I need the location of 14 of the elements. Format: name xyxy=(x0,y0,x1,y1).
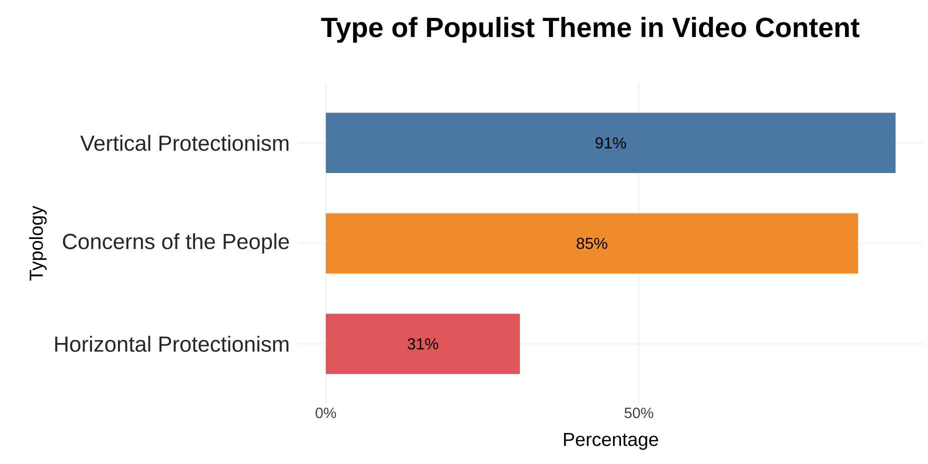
data-label: 31% xyxy=(408,338,438,350)
x-tick-label: 50% xyxy=(624,408,654,418)
y-tick-label: Vertical Protectionism xyxy=(80,134,288,151)
y-axis-title: Typology xyxy=(29,206,47,281)
data-label: 91% xyxy=(596,137,626,149)
chart-title: Type of Populist Theme in Video Content xyxy=(321,16,860,43)
bar xyxy=(326,112,896,174)
bar xyxy=(326,213,858,274)
data-label: 85% xyxy=(576,238,608,250)
x-axis-title: Percentage xyxy=(564,433,658,450)
y-tick-label: Concerns of the People xyxy=(62,233,289,254)
x-tick-label: 0% xyxy=(316,408,336,418)
bar xyxy=(326,314,520,374)
y-tick-label: Horizontal Protectionism xyxy=(55,336,288,352)
